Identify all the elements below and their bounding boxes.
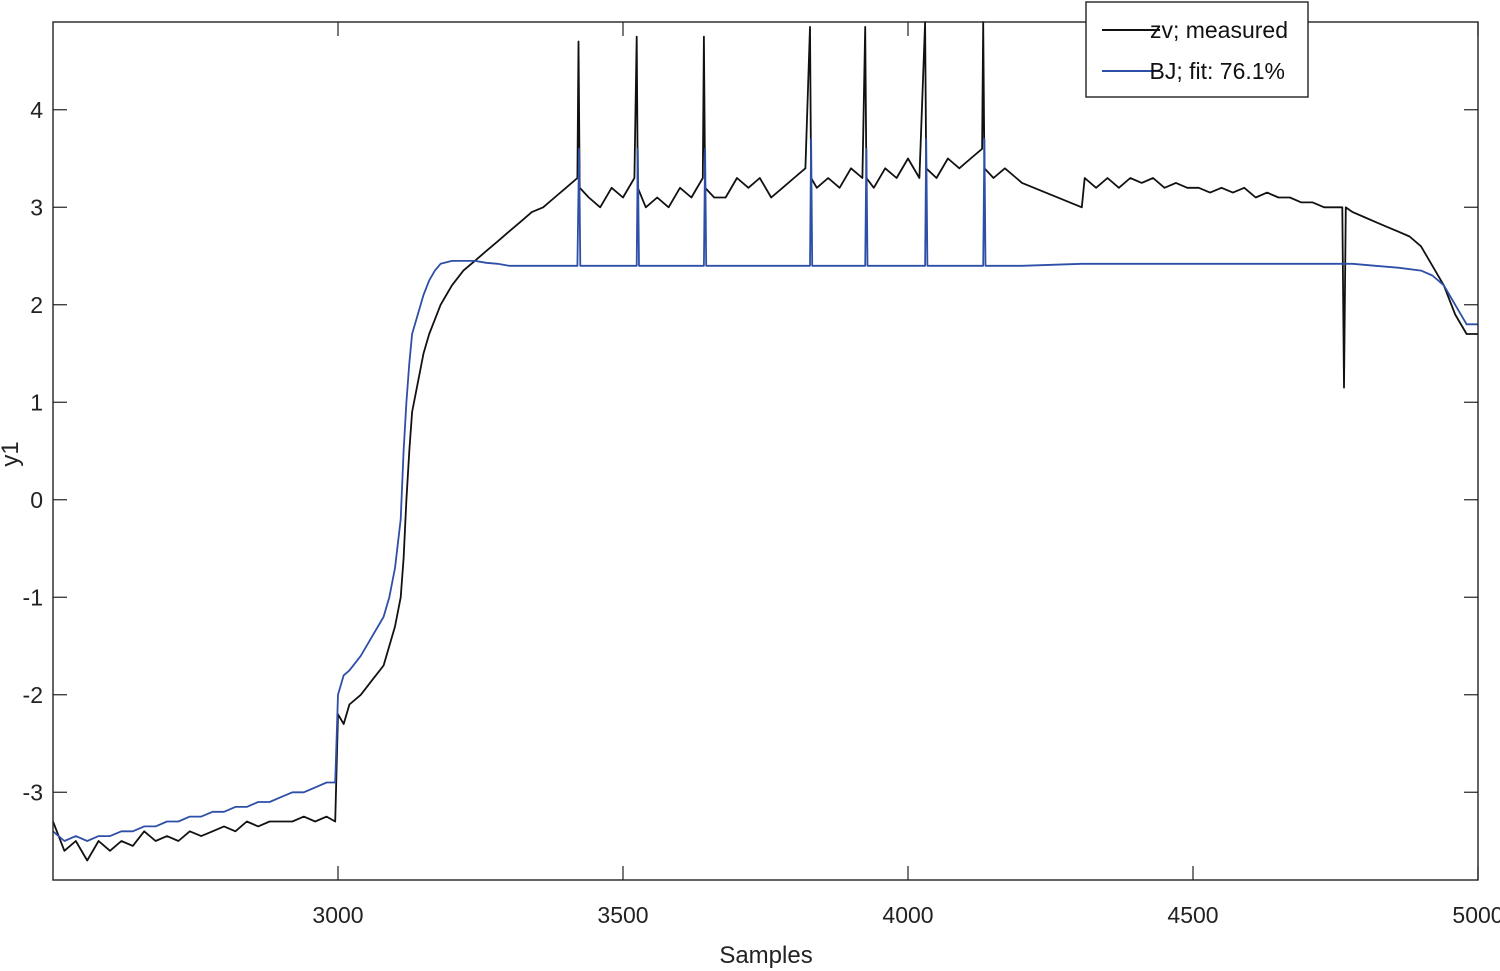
y-tick-label: 4	[30, 97, 43, 123]
y-tick-label: 2	[30, 292, 43, 318]
legend-label-fit: BJ; fit: 76.1%	[1149, 58, 1285, 84]
x-tick-label: 4000	[882, 902, 933, 928]
y-tick-label: 0	[30, 487, 43, 513]
x-tick-label: 5000	[1452, 902, 1500, 928]
x-tick-label: 4500	[1167, 902, 1218, 928]
series-layer	[52, 21, 1478, 862]
legend-box	[1085, 1, 1309, 98]
y-tick-label: -2	[23, 682, 43, 708]
y-axis-title: y1	[0, 441, 24, 466]
y-tick-label: -1	[23, 584, 43, 610]
y-tick-label: -3	[23, 779, 43, 805]
y-tick-label: 1	[30, 389, 43, 415]
x-tick-label: 3000	[312, 902, 363, 928]
series-line-measured	[52, 21, 1478, 862]
axes-frame	[52, 21, 1479, 881]
x-tick-label: 3500	[597, 902, 648, 928]
x-axis-title: Samples	[719, 942, 812, 969]
legend-label-measured: zv; measured	[1150, 17, 1288, 43]
labels-layer: 3000 3500 4000 4500 5000 -3 -2 -1 0 1 2 3 4	[23, 97, 1500, 928]
y-tick-label: 3	[30, 194, 43, 220]
legend: zv; measured BJ; fit: 76.1%	[1085, 1, 1309, 98]
series-line-fit	[52, 138, 1478, 842]
